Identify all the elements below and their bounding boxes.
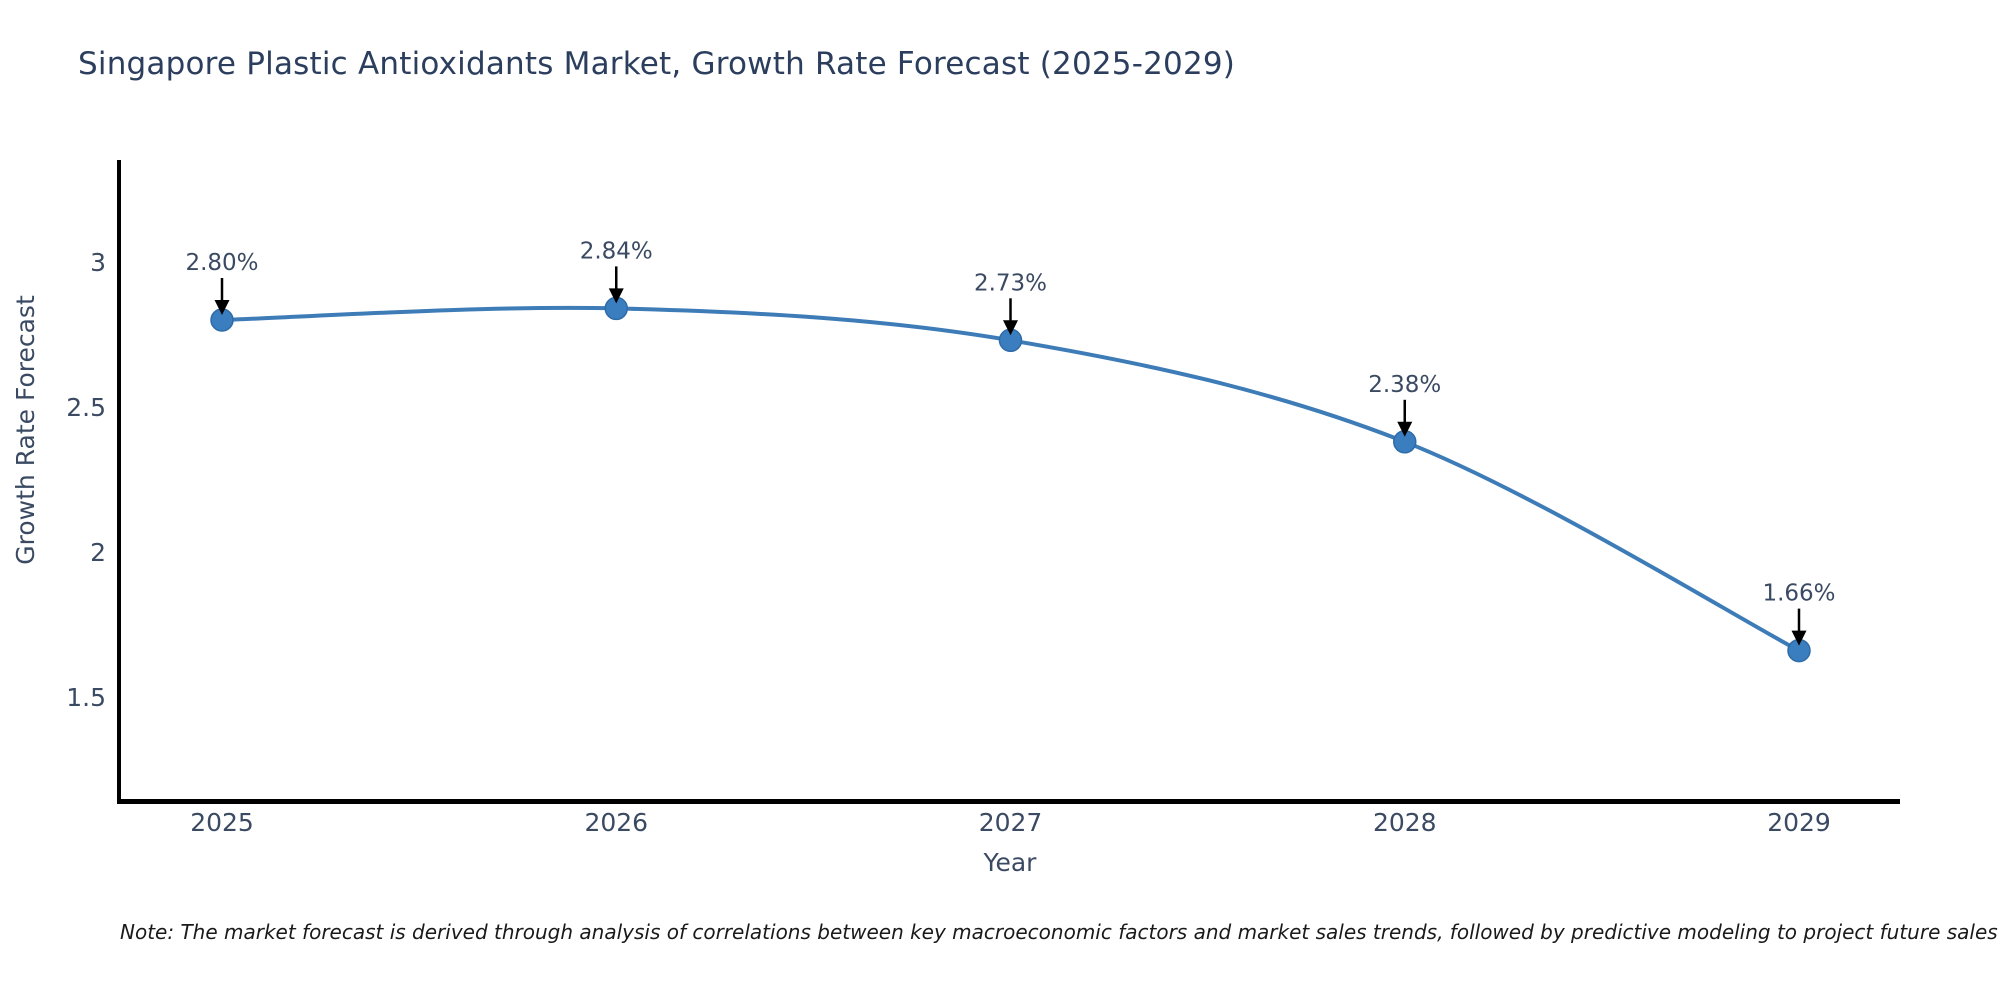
- y-axis-tick-labels: 3 2.5 2 1.5: [66, 248, 106, 712]
- data-point-label: 2.84%: [580, 238, 653, 264]
- y-tick-label: 1.5: [66, 683, 106, 712]
- x-axis-title: Year: [983, 848, 1038, 877]
- data-point-label: 2.80%: [185, 250, 258, 276]
- data-point-label: 2.73%: [974, 270, 1047, 296]
- x-tick-label: 2026: [584, 808, 648, 837]
- y-axis-spine: [117, 160, 121, 804]
- x-axis-tick-labels: 2025 2026 2027 2028 2029: [190, 808, 1831, 837]
- y-tick-label: 2: [90, 538, 106, 567]
- x-tick-label: 2025: [190, 808, 254, 837]
- annotation-arrow-head: [214, 300, 230, 315]
- point-annotations: 2.80% 2.84% 2.73% 2.38% 1.66%: [185, 238, 1836, 646]
- data-point-markers: [210, 296, 1811, 663]
- x-tick-label: 2029: [1767, 808, 1831, 837]
- data-point-label: 1.66%: [1762, 581, 1835, 607]
- x-axis-spine: [117, 799, 1900, 804]
- annotation-arrow-head: [1397, 421, 1413, 437]
- x-tick-label: 2027: [979, 808, 1043, 837]
- footnote: Note: The market forecast is derived thr…: [120, 920, 1998, 944]
- data-point-label: 2.38%: [1368, 372, 1441, 398]
- line-series: [220, 305, 1801, 653]
- y-axis-title: Growth Rate Forecast: [11, 295, 40, 565]
- y-tick-label: 3: [90, 248, 106, 277]
- x-tick-label: 2028: [1373, 808, 1437, 837]
- annotation-arrow-head: [608, 288, 624, 304]
- y-tick-label: 2.5: [66, 393, 106, 422]
- series-line: [220, 305, 1801, 653]
- annotation-arrow-head: [1003, 320, 1018, 336]
- chart-title: Singapore Plastic Antioxidants Market, G…: [78, 46, 1236, 82]
- annotation-arrow-head: [1791, 630, 1807, 646]
